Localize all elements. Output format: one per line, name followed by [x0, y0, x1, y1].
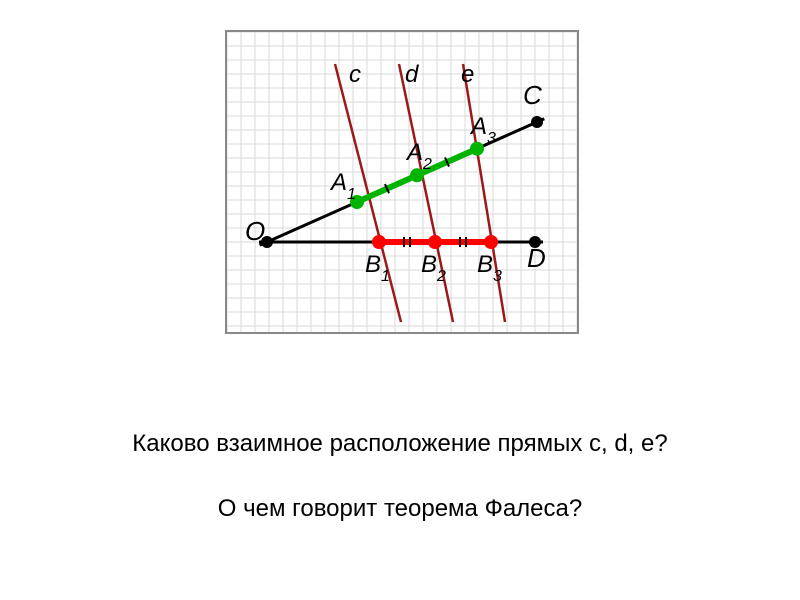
label-O: O: [245, 216, 265, 246]
thales-diagram: OCDA1A2A3B1B2B3cde: [225, 30, 579, 334]
point-A2: [410, 168, 424, 182]
question-2: О чем говорит теорема Фалеса?: [0, 495, 800, 523]
label-c: c: [349, 61, 361, 88]
point-A3: [470, 142, 484, 156]
point-B3: [484, 235, 498, 249]
diagram-svg: OCDA1A2A3B1B2B3cde: [227, 32, 577, 332]
label-d: d: [405, 61, 419, 88]
point-B2: [428, 235, 442, 249]
label-A: A1: [329, 169, 356, 203]
label-D: D: [527, 243, 546, 273]
question-1: Каково взаимное расположение прямых c, d…: [0, 430, 800, 458]
label-A: A3: [469, 113, 496, 147]
label-e: e: [461, 61, 474, 88]
label-C: C: [523, 80, 542, 110]
point-B1: [372, 235, 386, 249]
